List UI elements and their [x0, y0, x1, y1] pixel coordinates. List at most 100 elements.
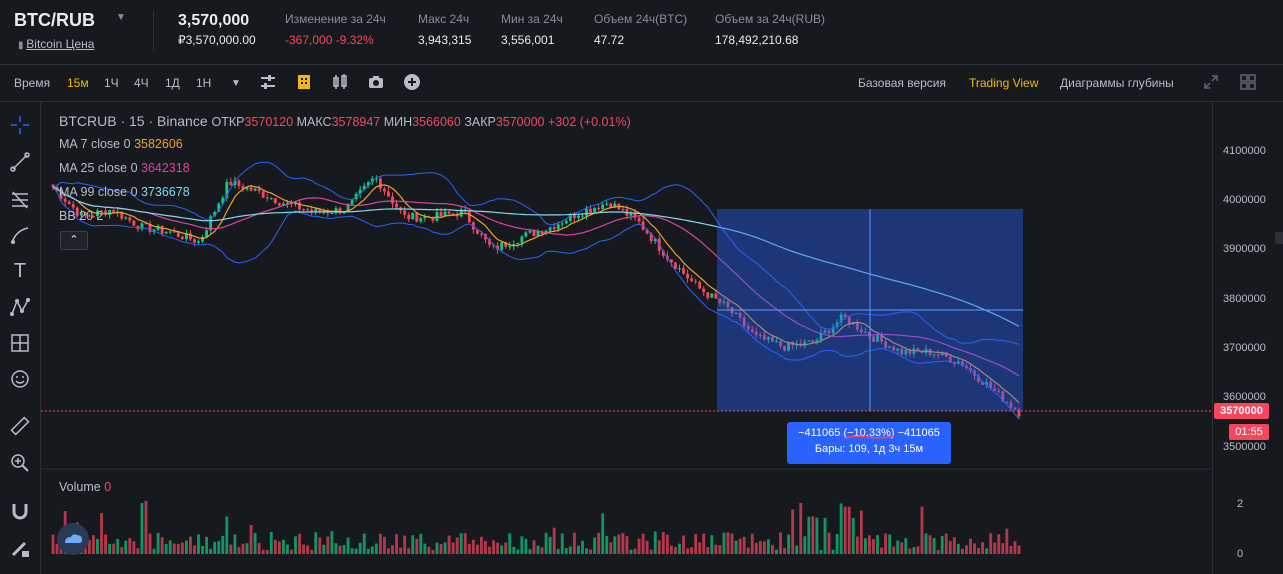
coin-info-link[interactable]: ▮ Bitcoin Цена [18, 37, 94, 51]
more-intervals-icon[interactable]: ▼ [231, 78, 241, 89]
chart-type-icon[interactable] [331, 73, 349, 91]
volume-bar [989, 533, 993, 554]
indicator-ma7[interactable]: MA 7 close 0 3582606 [59, 137, 183, 151]
volume-bar [674, 546, 677, 554]
indicator-bb[interactable]: BB 20 2 [59, 209, 103, 223]
volume-bar [686, 548, 689, 554]
candle-body [71, 204, 75, 208]
zoom-icon[interactable] [9, 452, 31, 474]
candle-body [706, 292, 710, 298]
volume-bar [257, 542, 261, 554]
candle-body [847, 316, 851, 325]
fullscreen-icon[interactable] [1202, 73, 1220, 91]
layout-grid-icon[interactable] [1239, 73, 1257, 91]
volume-bar [378, 533, 382, 554]
candle-body [265, 197, 269, 199]
candle-body [686, 273, 689, 279]
candle-body [827, 330, 831, 334]
price-axis[interactable]: 4100000 4000000 3900000 3800000 3700000 … [1212, 102, 1283, 574]
volume-bar [463, 533, 467, 554]
volume-bar [330, 531, 334, 554]
candle-body [326, 211, 330, 214]
candle-body [637, 217, 641, 222]
volume-bar [310, 549, 314, 554]
trend-line-icon[interactable] [9, 151, 31, 173]
volume-bar [306, 545, 310, 554]
volume-bar [564, 548, 568, 554]
interval-1d[interactable]: 1Д [165, 76, 180, 90]
candle-body [112, 210, 116, 214]
volume-bar [678, 543, 681, 554]
candle-body [536, 231, 540, 236]
stat-label: Изменение за 24ч [285, 12, 386, 26]
interval-4h[interactable]: 4Ч [134, 76, 149, 90]
candle-body [775, 341, 778, 343]
interval-1w[interactable]: 1Н [196, 76, 212, 90]
volume-bar [815, 517, 819, 554]
candle-body [403, 210, 407, 215]
candle-body [245, 187, 249, 190]
volume-bar [859, 510, 863, 554]
candle-body [140, 223, 144, 230]
settings-sliders-icon[interactable] [259, 73, 277, 91]
ruler-icon[interactable] [9, 415, 31, 437]
time-label[interactable]: Время [14, 76, 51, 90]
symbol-dropdown-icon[interactable]: ▼ [116, 12, 126, 23]
candle-body [197, 241, 200, 243]
view-tradingview[interactable]: Trading View [969, 76, 1039, 90]
candle-body [718, 298, 722, 303]
volume-bar [176, 544, 180, 554]
candle-body [500, 242, 504, 250]
volume-bar [55, 543, 59, 554]
volume-bar [160, 537, 164, 554]
volume-bar [880, 547, 883, 554]
fib-tool-icon[interactable] [9, 188, 31, 210]
lock-drawings-icon[interactable] [9, 537, 31, 559]
indicators-icon[interactable] [295, 73, 313, 91]
interval-15m[interactable]: 15м [67, 76, 89, 90]
indicator-ma99[interactable]: MA 99 close 0 3736678 [59, 185, 190, 199]
volume-bar [581, 540, 584, 554]
candle-body [87, 215, 91, 217]
header-divider [153, 10, 154, 50]
candle-body [714, 293, 718, 299]
magnet-icon[interactable] [9, 500, 31, 522]
candle-body [977, 375, 980, 382]
volume-bar [520, 536, 524, 554]
pattern-tool-icon[interactable] [9, 296, 31, 318]
price-chart[interactable] [41, 102, 1212, 574]
candle-body [888, 346, 892, 348]
indicator-ma25[interactable]: MA 25 close 0 3642318 [59, 161, 190, 175]
candle-body [374, 178, 378, 180]
volume-bar [302, 544, 306, 554]
volume-bar [128, 538, 132, 554]
add-icon[interactable] [403, 73, 421, 91]
axis-scroll-handle[interactable] [1275, 232, 1283, 244]
brush-icon[interactable] [9, 224, 31, 246]
text-tool-icon[interactable]: T [13, 260, 27, 282]
interval-1h[interactable]: 1Ч [104, 76, 119, 90]
emoji-icon[interactable] [9, 368, 31, 390]
candle-body [209, 216, 213, 231]
view-basic[interactable]: Базовая версия [858, 76, 946, 90]
tradingview-logo[interactable] [57, 523, 89, 555]
last-price-fiat: ₽3,570,000.00 [178, 33, 256, 47]
camera-icon[interactable] [367, 73, 385, 91]
bb-upper [52, 161, 1020, 345]
volume-bar [839, 503, 843, 554]
volume-legend[interactable]: Volume 0 [59, 480, 111, 494]
volume-bar [516, 549, 520, 554]
volume-bar [779, 532, 782, 554]
symbol-title[interactable]: BTC/RUB [14, 10, 95, 30]
volume-bar [548, 536, 552, 554]
candle-body [916, 348, 920, 352]
crosshair-icon[interactable] [9, 114, 31, 136]
volume-bar [540, 547, 544, 554]
view-depth[interactable]: Диаграммы глубины [1060, 76, 1174, 90]
candle-body [229, 181, 233, 186]
volume-bar [771, 545, 774, 554]
candle-body [621, 209, 625, 211]
prediction-tool-icon[interactable] [9, 332, 31, 354]
candle-body [843, 314, 847, 317]
collapse-legend-button[interactable]: ⌃ [60, 231, 88, 250]
